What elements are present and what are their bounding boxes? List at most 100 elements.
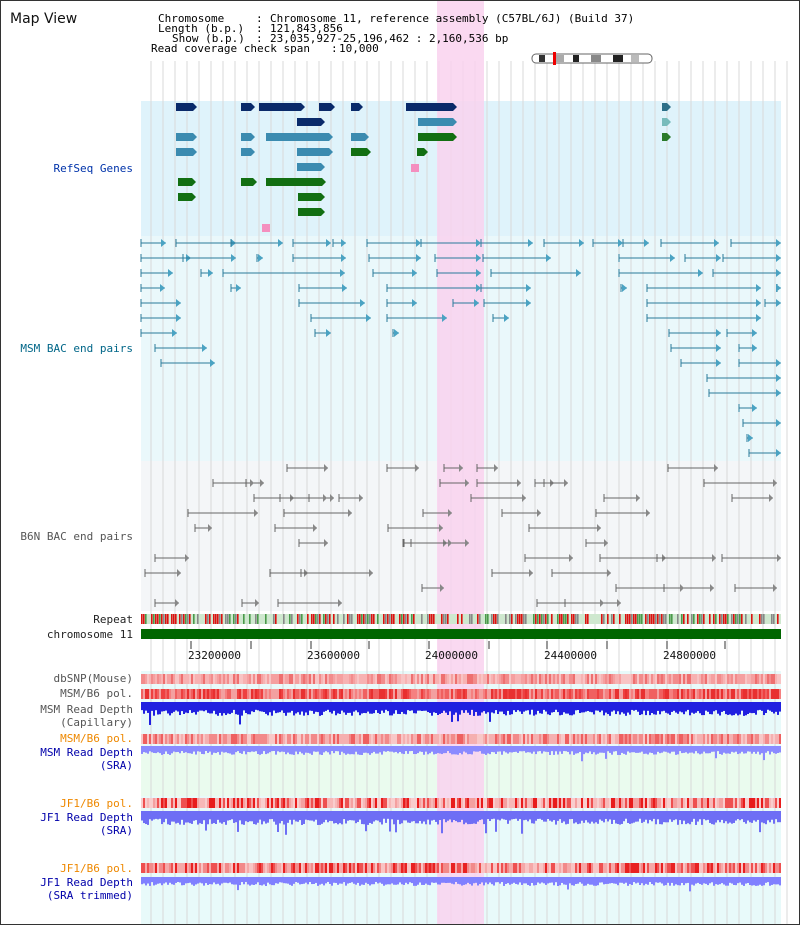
heat-cell bbox=[313, 863, 315, 873]
b6n-end-marker bbox=[439, 524, 443, 532]
b6n-end-marker bbox=[313, 524, 317, 532]
depth-bar bbox=[441, 811, 443, 834]
heat-cell bbox=[427, 674, 429, 684]
depth-bar bbox=[273, 877, 275, 886]
depth-bar bbox=[487, 746, 489, 754]
repeat-element bbox=[389, 614, 391, 624]
depth-bar bbox=[171, 811, 173, 822]
heat-cell bbox=[331, 798, 333, 808]
gene-arrow bbox=[321, 118, 325, 126]
heat-cell bbox=[261, 863, 263, 873]
heat-cell bbox=[621, 689, 623, 699]
heat-cell bbox=[331, 863, 333, 873]
refseq-genes-label[interactable]: RefSeq Genes bbox=[53, 162, 133, 175]
repeat-element bbox=[777, 614, 779, 624]
depth-bar bbox=[143, 811, 145, 824]
axis-tick: 24400000 bbox=[544, 649, 597, 662]
depth-bar bbox=[675, 877, 677, 885]
depth-bar bbox=[399, 702, 401, 715]
depth-bar bbox=[307, 877, 309, 885]
bac-end-marker bbox=[776, 239, 781, 247]
msm-bac-label[interactable]: MSM BAC end pairs bbox=[20, 342, 133, 355]
heat-cell bbox=[709, 689, 711, 699]
heat-cell bbox=[263, 798, 265, 808]
heat-cell bbox=[673, 863, 675, 873]
heat-cell bbox=[457, 734, 459, 744]
heat-cell bbox=[765, 863, 767, 873]
heat-cell bbox=[223, 674, 225, 684]
heat-cell bbox=[475, 863, 477, 873]
heat-cell bbox=[191, 798, 193, 808]
heat-cell bbox=[285, 863, 287, 873]
depth-bar bbox=[715, 877, 717, 885]
b6n-bac-label[interactable]: B6N BAC end pairs bbox=[20, 530, 133, 543]
depth-bar bbox=[513, 811, 515, 820]
depth-bar bbox=[703, 702, 705, 716]
heat-cell bbox=[665, 863, 667, 873]
repeat-element bbox=[557, 614, 559, 624]
heat-cell bbox=[221, 863, 223, 873]
heat-cell bbox=[207, 863, 209, 873]
gene-arrow bbox=[253, 178, 257, 186]
heat-cell bbox=[469, 674, 471, 684]
depth-bar bbox=[709, 702, 711, 715]
heat-cell bbox=[185, 674, 187, 684]
heat-cell bbox=[585, 798, 587, 808]
depth-bar bbox=[187, 746, 189, 754]
depth-bar bbox=[243, 702, 245, 711]
depth-bar bbox=[557, 702, 559, 713]
heat-cell bbox=[547, 689, 549, 699]
depth-bar bbox=[311, 746, 313, 755]
heat-cell bbox=[521, 674, 523, 684]
depth-bar bbox=[551, 877, 553, 883]
heat-cell bbox=[711, 734, 713, 744]
depth-bar bbox=[517, 702, 519, 711]
heat-cell bbox=[155, 798, 157, 808]
depth-bar bbox=[341, 877, 343, 884]
heat-cell bbox=[579, 863, 581, 873]
repeat-element bbox=[535, 614, 537, 624]
depth-bar bbox=[179, 746, 181, 754]
depth-bar bbox=[393, 702, 395, 714]
depth-bar bbox=[259, 811, 261, 820]
depth-bar bbox=[491, 877, 493, 885]
bac-end-marker bbox=[176, 299, 181, 307]
bac-end-marker bbox=[258, 254, 263, 262]
depth-bar bbox=[685, 877, 687, 884]
heat-cell bbox=[355, 798, 357, 808]
heat-cell bbox=[273, 689, 275, 699]
heat-cell bbox=[211, 863, 213, 873]
depth-bar bbox=[189, 702, 191, 711]
heat-cell bbox=[743, 863, 745, 873]
depth-bar bbox=[235, 746, 237, 753]
heat-cell bbox=[249, 734, 251, 744]
heat-cell bbox=[155, 734, 157, 744]
depth-bar bbox=[175, 877, 177, 883]
depth-bar bbox=[613, 877, 615, 884]
heat-cell bbox=[487, 734, 489, 744]
depth-bar bbox=[539, 877, 541, 884]
depth-bar bbox=[419, 811, 421, 821]
depth-bar bbox=[379, 877, 381, 883]
depth-bar bbox=[455, 877, 457, 882]
bac-end-marker bbox=[716, 344, 721, 352]
heat-cell bbox=[775, 674, 777, 684]
heat-cell bbox=[401, 798, 403, 808]
depth-bar bbox=[681, 811, 683, 825]
heat-cell bbox=[603, 798, 605, 808]
depth-bar bbox=[365, 746, 367, 753]
heat-cell bbox=[595, 734, 597, 744]
heat-cell bbox=[471, 689, 473, 699]
heat-cell bbox=[153, 689, 155, 699]
heat-cell bbox=[159, 674, 161, 684]
heat-cell bbox=[417, 674, 419, 684]
heat-cell bbox=[319, 798, 321, 808]
depth-bar bbox=[335, 811, 337, 824]
heat-cell bbox=[141, 674, 143, 684]
heat-cell bbox=[431, 674, 433, 684]
heat-cell bbox=[201, 689, 203, 699]
repeat-element bbox=[361, 614, 363, 624]
depth-bar bbox=[717, 877, 719, 885]
heat-cell bbox=[687, 689, 689, 699]
